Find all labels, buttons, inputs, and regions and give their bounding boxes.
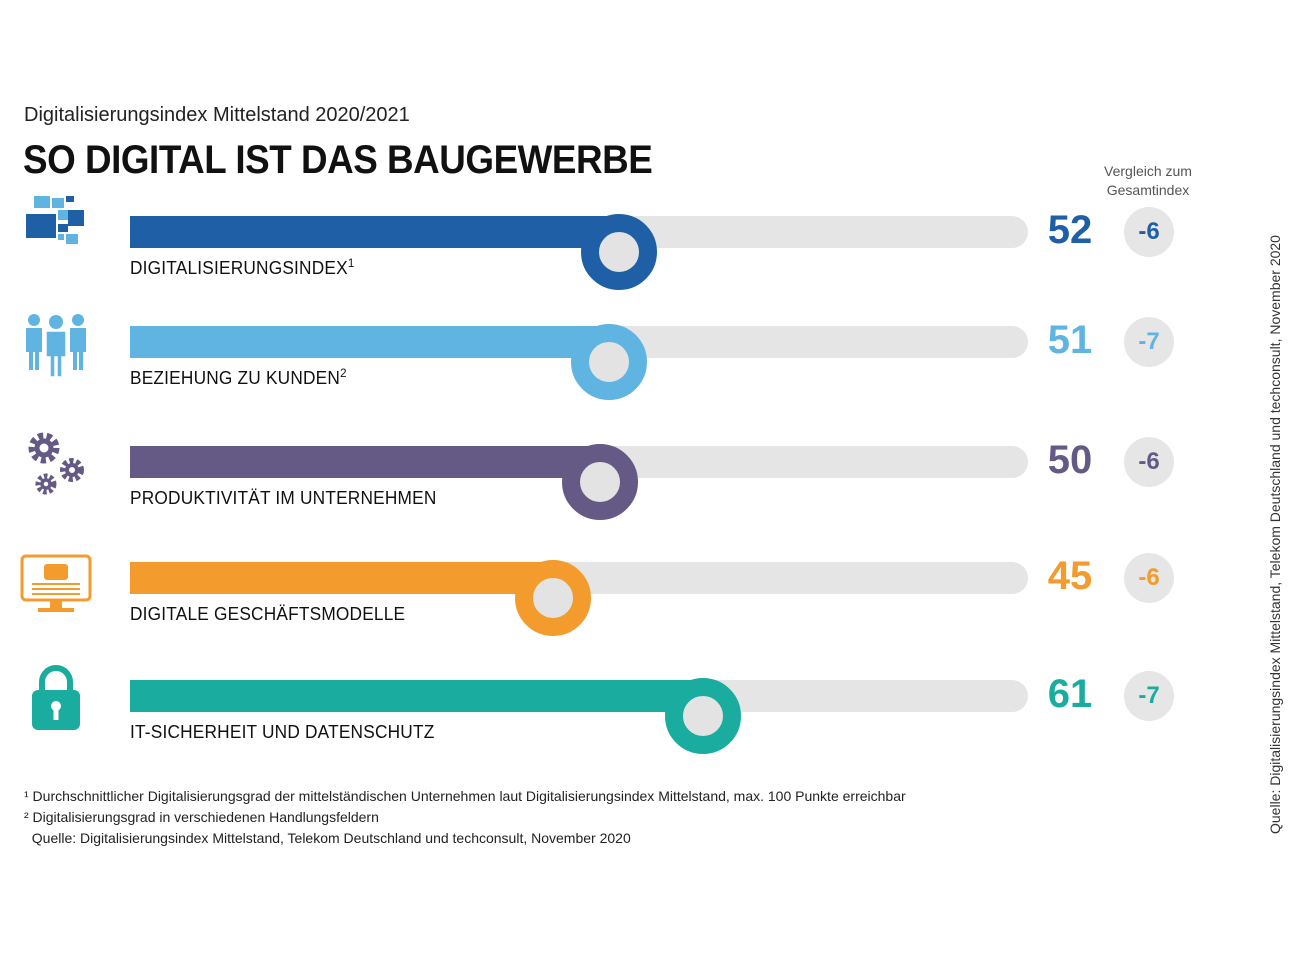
chart-row-digitalisierungsindex: DIGITALISIERUNGSINDEX1 52 -6 (0, 196, 1296, 296)
bar-value: 51 (1047, 318, 1093, 362)
people-group-icon (26, 314, 86, 378)
bar-knob (562, 444, 638, 520)
bar-value: 45 (1047, 554, 1093, 598)
comparison-header-line1: Vergleich zum (1104, 163, 1192, 179)
gears-icon (28, 432, 84, 495)
bar-delta: -7 (1124, 671, 1174, 721)
padlock-icon (32, 665, 80, 730)
footnote-1: ¹ Durchschnittlicher Digitalisierungsgra… (24, 788, 906, 804)
bar-label-text: BEZIEHUNG ZU KUNDEN (130, 368, 341, 388)
bar-knob (580, 214, 657, 290)
bar-delta: -7 (1124, 317, 1174, 367)
bar-fill (130, 678, 742, 754)
bar-label-text: PRODUKTIVITÄT IM UNTERNEHMEN (130, 488, 437, 508)
bar-fill (130, 324, 648, 400)
bar-value: 50 (1047, 438, 1093, 482)
bar-label-text: DIGITALISIERUNGSINDEX (130, 258, 348, 278)
footnotes: ¹ Durchschnittlicher Digitalisierungsgra… (24, 786, 906, 849)
bar-label-text: DIGITALE GESCHÄFTSMODELLE (130, 604, 406, 624)
bar-fill (130, 444, 638, 520)
bar-knob (515, 560, 591, 636)
comparison-header-line2: Gesamtindex (1106, 182, 1190, 198)
bar-label: DIGITALISIERUNGSINDEX1 (130, 256, 354, 279)
bar-fill (130, 560, 591, 636)
bar-value: 52 (1047, 208, 1093, 252)
chart-subtitle: Digitalisierungsindex Mittelstand 2020/2… (24, 104, 410, 126)
monitor-icon (20, 554, 92, 612)
chart-title: SO DIGITAL IST DAS BAUGEWERBE (23, 138, 653, 182)
chart-row-it-sicherheit: IT-SICHERHEIT UND DATENSCHUTZ 61 -7 (0, 660, 1296, 760)
digital-blocks-icon (26, 196, 84, 244)
bar-delta: -6 (1124, 437, 1174, 487)
bar-knob (665, 678, 742, 754)
bar-delta: -6 (1124, 207, 1174, 257)
vertical-source: Quelle: Digitalisierungsindex Mittelstan… (1267, 235, 1283, 834)
footnote-source: Quelle: Digitalisierungsindex Mittelstan… (24, 830, 631, 846)
bar-delta: -6 (1124, 553, 1174, 603)
chart-row-produktivitaet: PRODUKTIVITÄT IM UNTERNEHMEN 50 -6 (0, 426, 1296, 526)
bar-label: BEZIEHUNG ZU KUNDEN2 (130, 366, 347, 389)
bar-label: IT-SICHERHEIT UND DATENSCHUTZ (130, 720, 434, 743)
bar-label: DIGITALE GESCHÄFTSMODELLE (130, 602, 405, 625)
comparison-header: Vergleich zum Gesamtindex (1088, 162, 1208, 200)
bar-label-sup: 2 (340, 366, 347, 380)
bar-knob (571, 324, 648, 400)
footnote-2: ² Digitalisierungsgrad in verschiedenen … (24, 809, 379, 825)
bar-label: PRODUKTIVITÄT IM UNTERNEHMEN (130, 486, 437, 509)
bar-value: 61 (1047, 672, 1093, 716)
chart-row-geschaeftsmodelle: DIGITALE GESCHÄFTSMODELLE 45 -6 (0, 542, 1296, 642)
bar-fill (130, 214, 657, 290)
bar-label-sup: 1 (347, 256, 355, 270)
chart-row-kunden: BEZIEHUNG ZU KUNDEN2 51 -7 (0, 306, 1296, 406)
bar-label-text: IT-SICHERHEIT UND DATENSCHUTZ (130, 722, 435, 742)
